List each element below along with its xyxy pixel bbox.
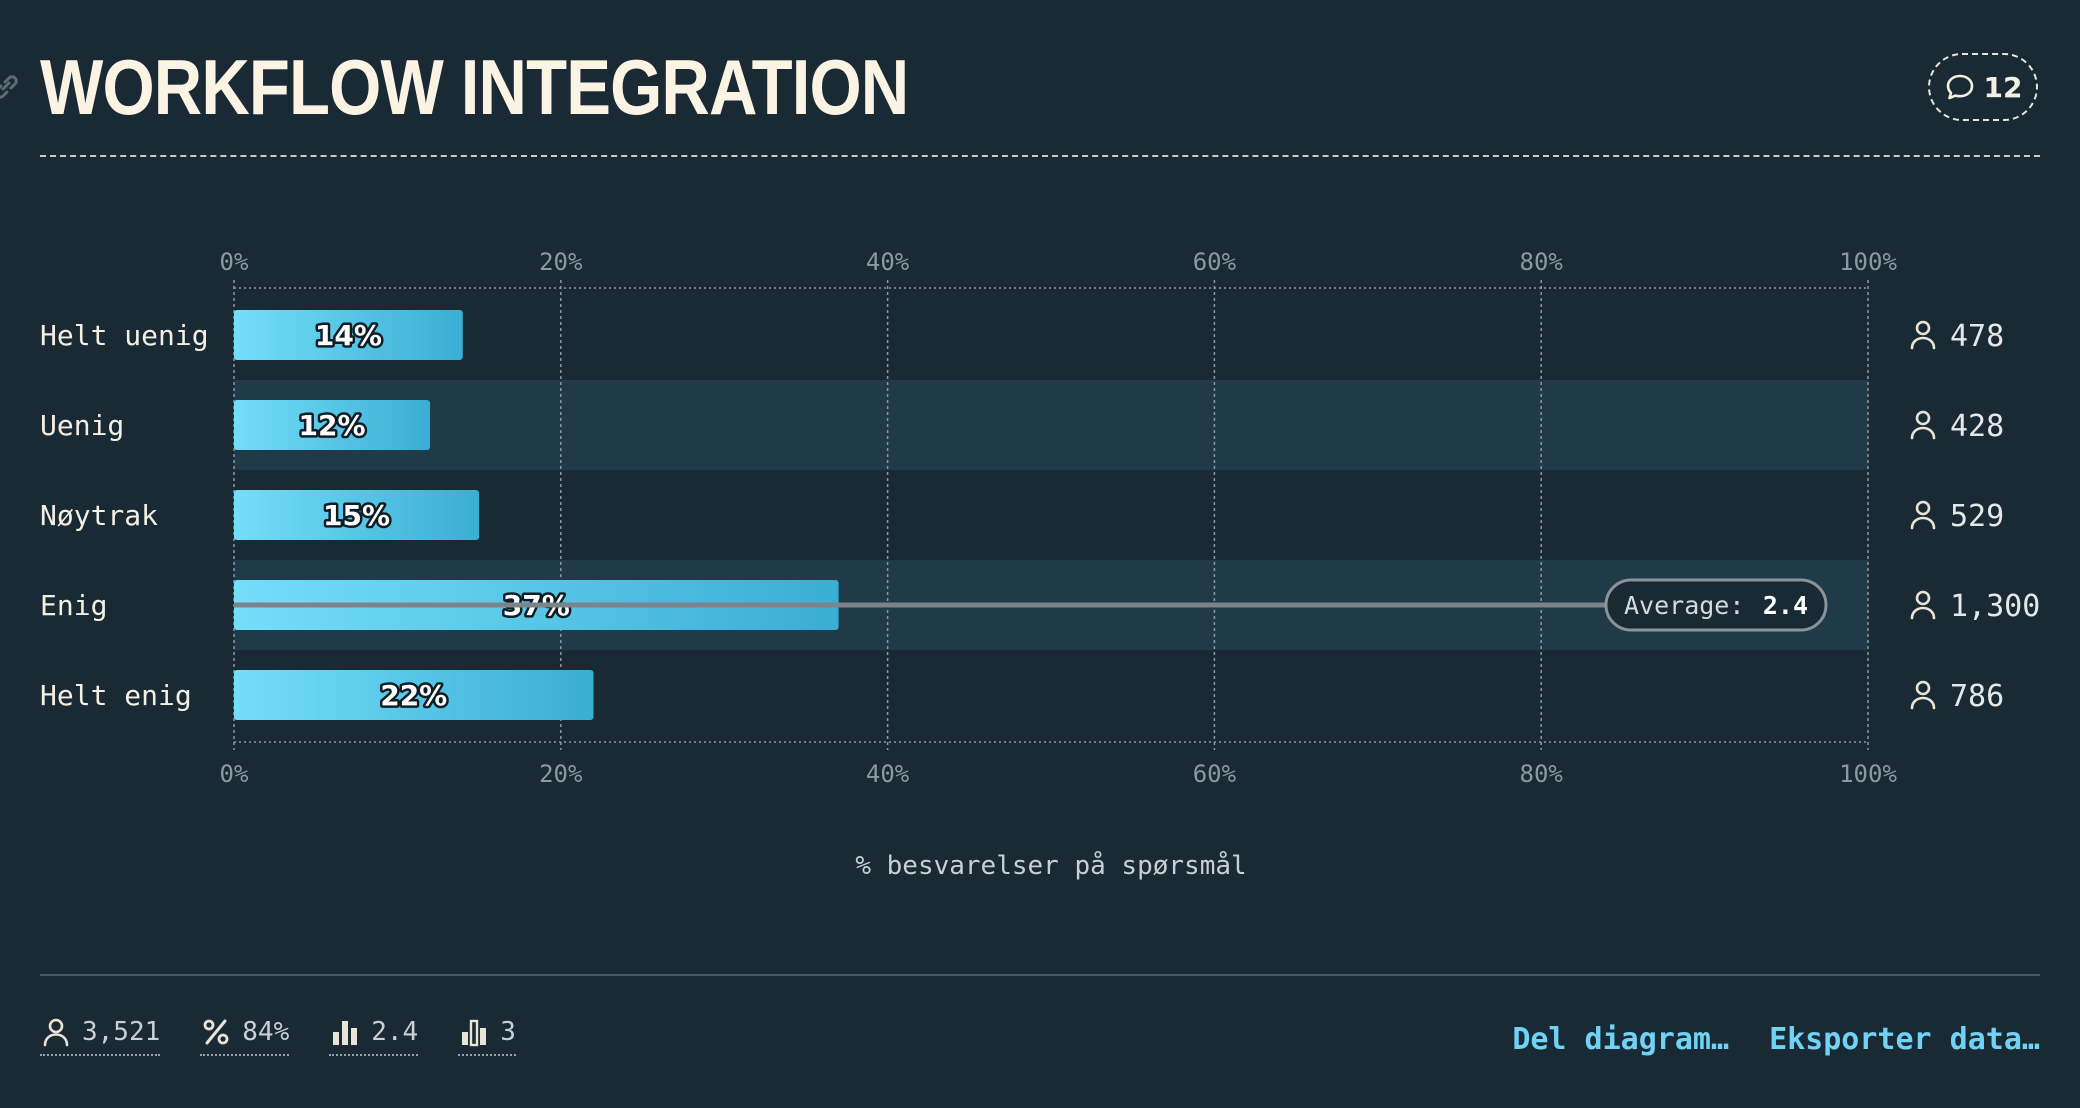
chart-actions: Del diagram… Eksporter data… bbox=[1512, 1022, 2040, 1057]
x-tick-label-top: 40% bbox=[866, 248, 910, 276]
bar bbox=[234, 400, 431, 450]
respondent-count: 428 bbox=[1950, 409, 2004, 444]
user-icon bbox=[1910, 500, 1936, 530]
header-divider bbox=[40, 155, 2040, 157]
x-tick-label-bottom: 60% bbox=[1193, 760, 1237, 788]
bar bbox=[234, 670, 594, 720]
summary-stats: 3,521 84% 2.4 3 bbox=[40, 1016, 516, 1056]
bar-value-label: 15% bbox=[323, 499, 390, 532]
stat-average[interactable]: 2.4 bbox=[329, 1016, 419, 1056]
link-icon[interactable] bbox=[0, 74, 18, 100]
bar bbox=[234, 310, 463, 360]
percent-icon bbox=[203, 1019, 229, 1045]
category-label: Enig bbox=[40, 589, 107, 622]
bar-value-label: 14% bbox=[315, 319, 382, 352]
x-tick-label-bottom: 80% bbox=[1520, 760, 1564, 788]
x-tick-label-top: 100% bbox=[1839, 248, 1897, 276]
stat-respondents-value: 3,521 bbox=[82, 1017, 161, 1047]
category-label: Nøytrak bbox=[40, 499, 158, 532]
export-data-link[interactable]: Eksporter data… bbox=[1769, 1022, 2040, 1057]
stat-respondents[interactable]: 3,521 bbox=[40, 1016, 161, 1056]
bar-chart-outline-icon bbox=[462, 1019, 487, 1047]
average-value: 2.4 bbox=[1763, 591, 1808, 620]
stat-median[interactable]: 3 bbox=[458, 1016, 516, 1056]
user-icon bbox=[1910, 680, 1936, 710]
bar-chart-icon bbox=[333, 1021, 358, 1045]
comment-icon bbox=[1946, 74, 1973, 100]
respondent-count: 786 bbox=[1950, 679, 2004, 714]
respondent-count: 529 bbox=[1950, 499, 2004, 534]
user-icon bbox=[1910, 410, 1936, 440]
average-pill bbox=[1604, 578, 1828, 632]
x-axis-title: % besvarelser på spørsmål bbox=[855, 850, 1246, 881]
page-title: WORKFLOW INTEGRATION bbox=[40, 43, 909, 131]
comment-count: 12 bbox=[1983, 70, 2023, 104]
bar-value-label: 22% bbox=[380, 679, 447, 712]
x-tick-label-bottom: 0% bbox=[220, 760, 249, 788]
category-label: Uenig bbox=[40, 409, 124, 442]
x-tick-label-top: 0% bbox=[220, 248, 249, 276]
share-chart-link[interactable]: Del diagram… bbox=[1512, 1022, 1730, 1057]
x-tick-label-bottom: 100% bbox=[1839, 760, 1897, 788]
x-tick-label-top: 80% bbox=[1520, 248, 1564, 276]
stat-response-rate[interactable]: 84% bbox=[200, 1016, 290, 1056]
user-icon bbox=[1910, 590, 1936, 620]
x-tick-label-bottom: 40% bbox=[866, 760, 910, 788]
bar-value-label: 12% bbox=[299, 409, 366, 442]
x-tick-label-bottom: 20% bbox=[539, 760, 583, 788]
comments-button[interactable]: 12 bbox=[1928, 53, 2038, 121]
respondent-count: 1,300 bbox=[1950, 589, 2040, 624]
row-band-1 bbox=[234, 380, 1868, 470]
x-tick-label-top: 60% bbox=[1193, 248, 1237, 276]
footer-divider bbox=[40, 974, 2040, 976]
category-label: Helt enig bbox=[40, 679, 192, 712]
user-icon bbox=[43, 1018, 69, 1047]
average-label: Average: bbox=[1624, 591, 1744, 620]
user-icon bbox=[1910, 320, 1936, 350]
stat-average-value: 2.4 bbox=[371, 1017, 419, 1047]
respondent-count: 478 bbox=[1950, 319, 2004, 354]
x-tick-label-top: 20% bbox=[539, 248, 583, 276]
bar bbox=[234, 490, 480, 540]
category-label: Helt uenig bbox=[40, 319, 209, 352]
stat-response-rate-value: 84% bbox=[242, 1017, 290, 1047]
stat-median-value: 3 bbox=[500, 1017, 516, 1047]
bar-chart: 0% 0% 20% 20% 40% 40% 60% 60% 80% 80% 100% 100% Helt… bbox=[40, 248, 2040, 881]
